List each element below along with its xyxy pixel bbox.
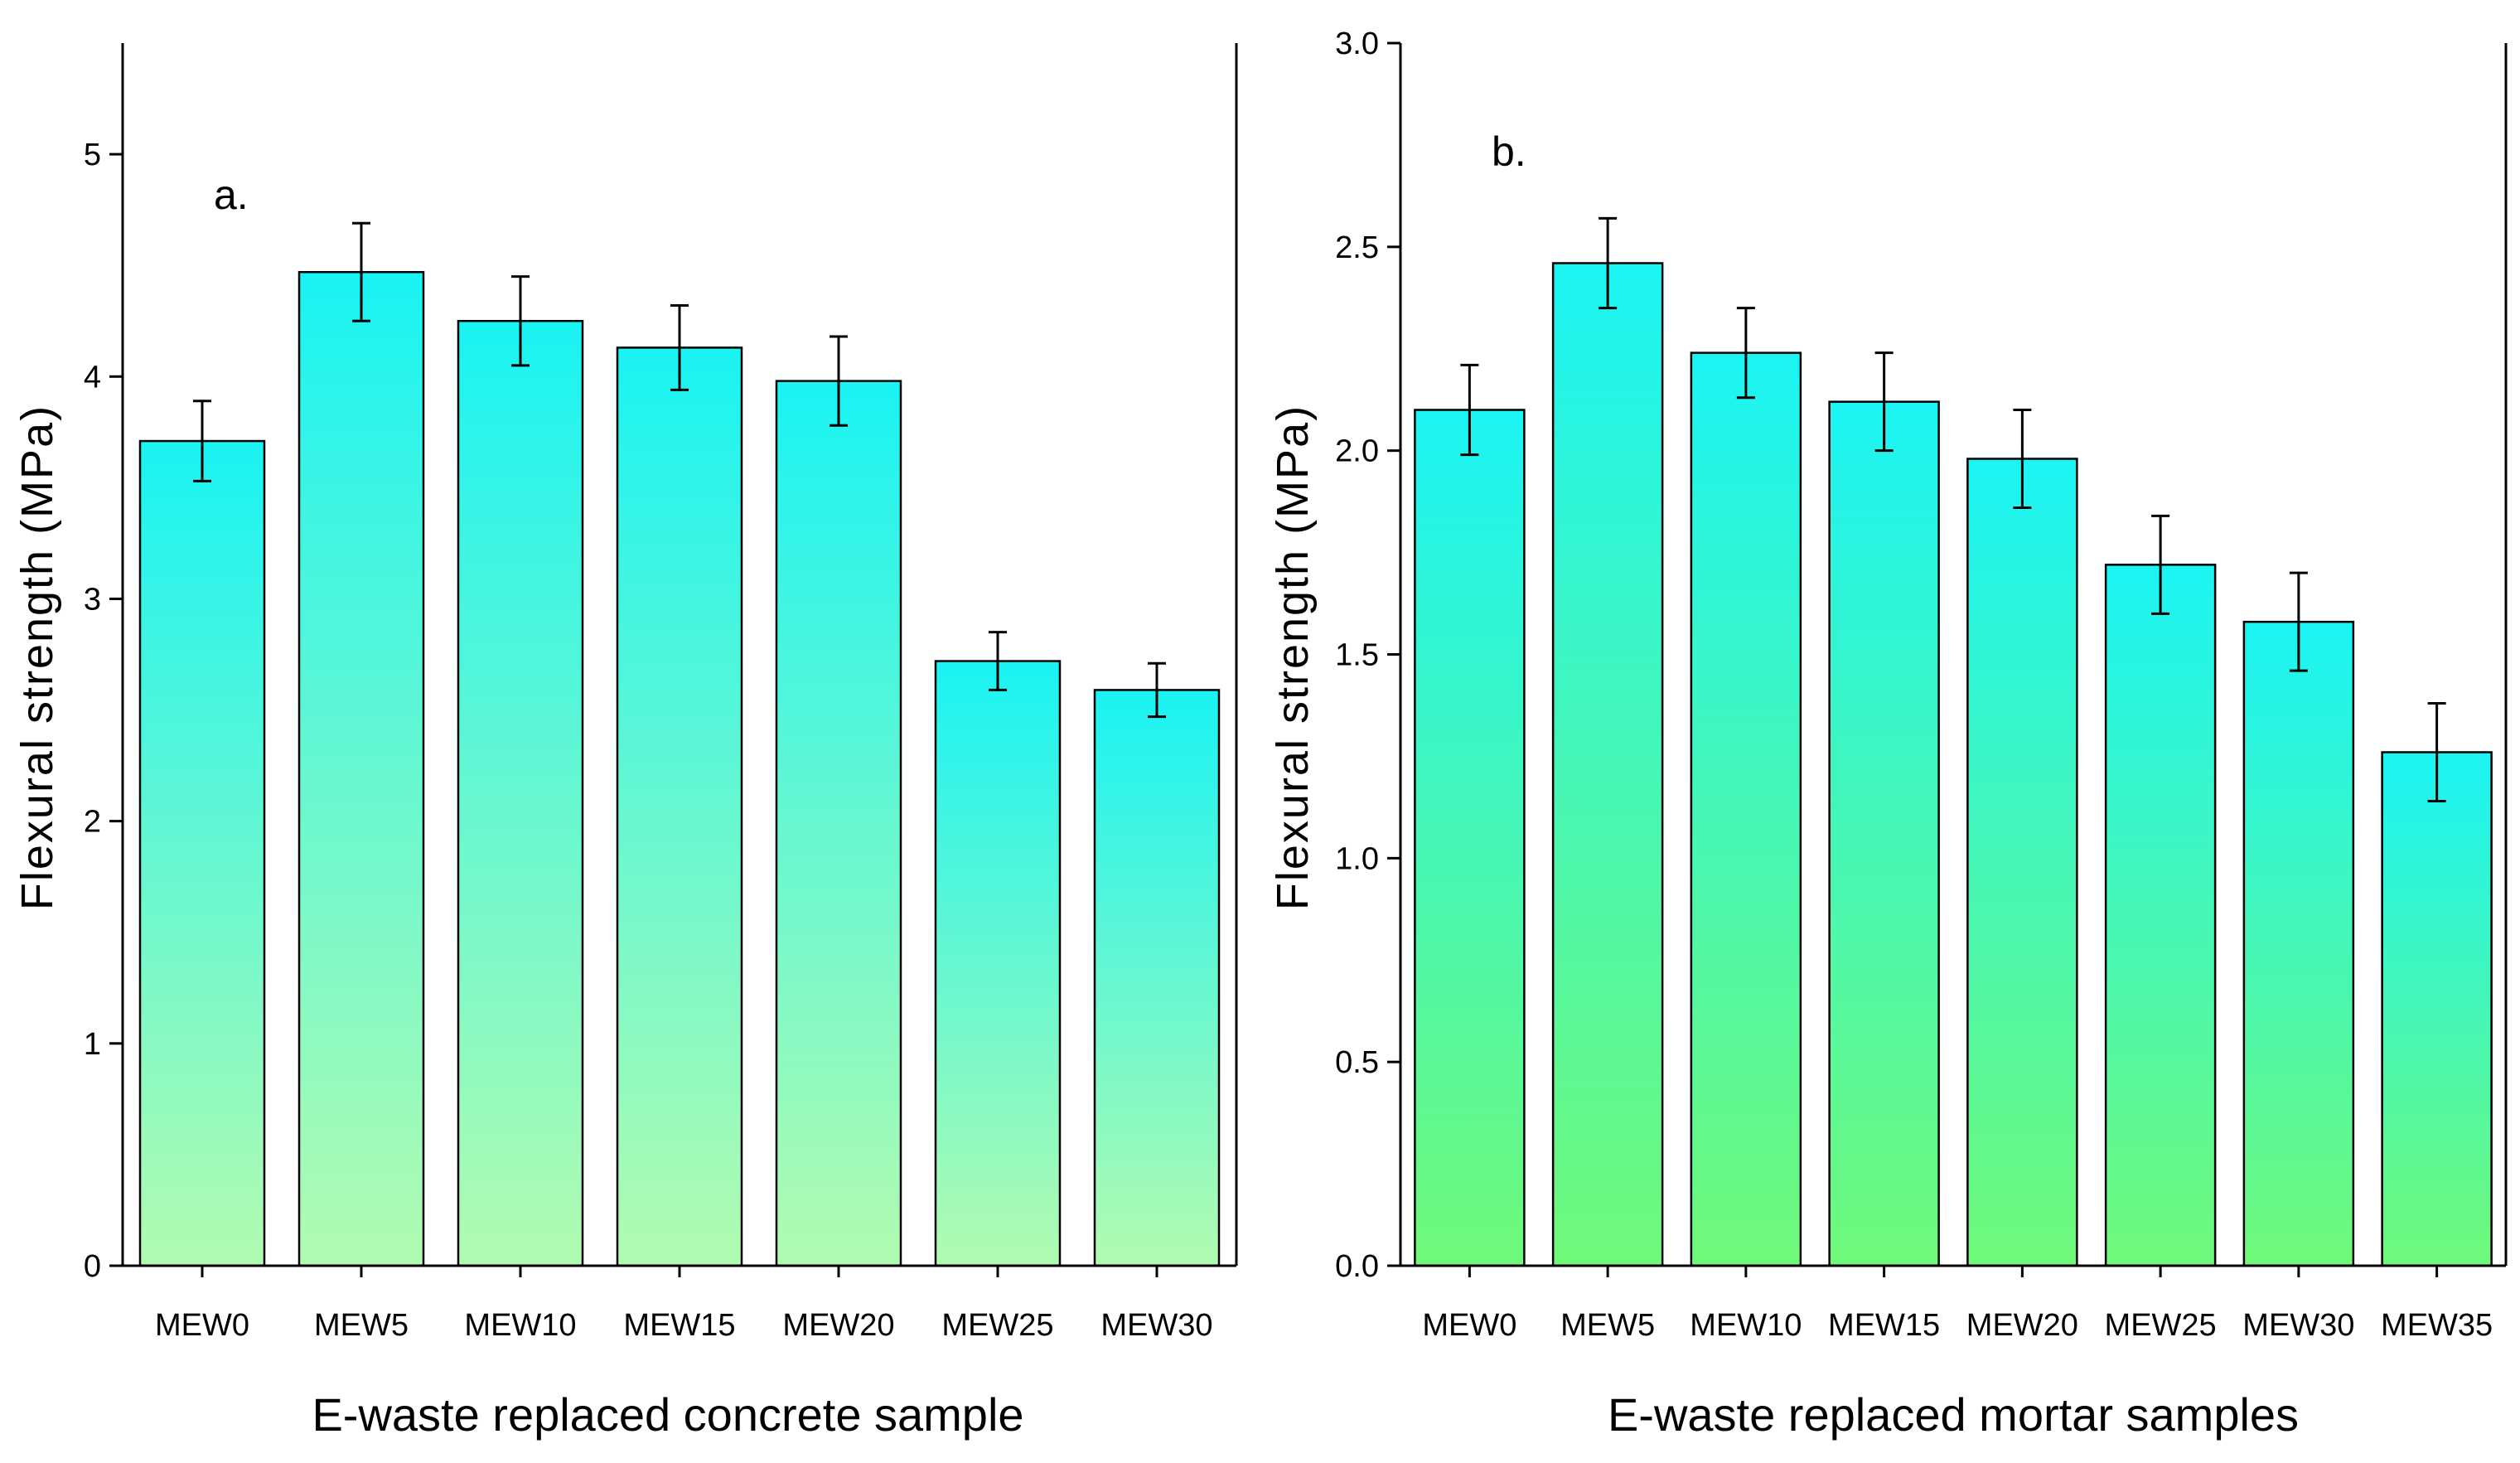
panel-b-error-bar-mew35 xyxy=(2427,702,2446,802)
chart-panel-b: 0.0 0.5 1.0 1.5 2.0 2.5 3.0 MEW0 MEW5 MEW10 MEW15… xyxy=(1268,27,2508,1441)
panel-a-error-bar-mew15 xyxy=(670,303,689,391)
panel-a-bar-mew15 xyxy=(616,346,743,1267)
panel-b-error-bar-mew20 xyxy=(2013,409,2032,509)
chart-panel-a: 0 1 2 3 4 5 MEW0 MEW5 MEW10 MEW15 MEW20 MEW25 MEW30… xyxy=(12,43,1238,1441)
panel-a-x-tick-label: MEW10 xyxy=(464,1308,576,1343)
panel-b-bar-mew0 xyxy=(1414,409,1526,1267)
panel-b-error-bar-mew10 xyxy=(1736,307,1755,400)
panel-a-error-bars xyxy=(193,221,1166,719)
panel-b-bar-mew35 xyxy=(2381,751,2493,1267)
panel-b-label: b. xyxy=(1492,128,1526,175)
panel-a-error-bar-mew20 xyxy=(830,335,848,427)
panel-b-y-tick-label: 1.0 xyxy=(1335,841,1379,876)
panel-b-y-tick-label: 2.5 xyxy=(1335,230,1379,265)
panel-b-x-tick-label: MEW20 xyxy=(1966,1308,2078,1343)
panel-a-bar-mew20 xyxy=(775,380,902,1267)
panel-a-bar-mew30 xyxy=(1093,689,1221,1267)
panel-a-x-tick-label: MEW25 xyxy=(941,1308,1053,1343)
panel-b-y-tick-label: 0.5 xyxy=(1335,1045,1379,1080)
panel-a-x-tick-label: MEW5 xyxy=(314,1308,409,1343)
panel-a-bars xyxy=(138,270,1221,1267)
panel-a-x-tick-label: MEW0 xyxy=(155,1308,249,1343)
panel-a-label: a. xyxy=(214,172,249,218)
panel-b-x-tick-label: MEW5 xyxy=(1560,1308,1655,1343)
panel-a-x-ticks: MEW0 MEW5 MEW10 MEW15 MEW20 MEW25 MEW30 xyxy=(155,1266,1213,1343)
panel-b-x-tick-label: MEW35 xyxy=(2381,1308,2493,1343)
panel-b-error-bar-mew5 xyxy=(1599,216,1618,310)
panel-a-y-tick-label: 1 xyxy=(84,1027,101,1062)
panel-a-bar-mew0 xyxy=(138,439,266,1267)
panel-b-bar-mew5 xyxy=(1551,262,1664,1267)
panel-b-bars xyxy=(1414,262,2493,1267)
panel-a-y-tick-label: 0 xyxy=(84,1249,101,1284)
panel-a-y-tick-label: 5 xyxy=(84,138,101,172)
panel-b-y-tick-label: 0.0 xyxy=(1335,1249,1379,1284)
panel-b-error-bar-mew25 xyxy=(2151,514,2170,615)
panel-a-bar-mew5 xyxy=(297,270,425,1267)
panel-a-error-bar-mew10 xyxy=(511,275,530,367)
panel-b-error-bar-mew15 xyxy=(1874,351,1894,453)
panel-a-bar-mew10 xyxy=(457,319,584,1267)
panel-b-error-bars xyxy=(1460,216,2446,802)
panel-a-y-tick-label: 4 xyxy=(84,360,101,395)
panel-a-bar-mew25 xyxy=(934,660,1062,1267)
panel-b-y-ticks: 0.0 0.5 1.0 1.5 2.0 2.5 3.0 xyxy=(1335,27,1400,1284)
panel-b-bar-mew25 xyxy=(2104,564,2217,1267)
panel-a-x-tick-label: MEW20 xyxy=(782,1308,894,1343)
panel-b-y-axis-title: Flexural strength (MPa) xyxy=(1268,405,1318,910)
panel-a-error-bar-mew0 xyxy=(193,400,211,482)
panel-b-bar-mew20 xyxy=(1966,458,2078,1267)
panel-a-x-tick-label: MEW15 xyxy=(623,1308,735,1343)
panel-a-y-tick-label: 2 xyxy=(84,805,101,840)
panel-b-x-tick-label: MEW30 xyxy=(2242,1308,2354,1343)
panel-b-bar-mew10 xyxy=(1690,351,1802,1267)
panel-b-x-tick-label: MEW0 xyxy=(1422,1308,1516,1343)
panel-b-y-tick-label: 3.0 xyxy=(1335,27,1379,61)
panel-a-y-ticks: 0 1 2 3 4 5 xyxy=(84,138,123,1284)
panel-b-bar-mew15 xyxy=(1828,400,1940,1267)
panel-b-error-bar-mew30 xyxy=(2289,571,2308,672)
panel-a-x-axis-title: E-waste replaced concrete sample xyxy=(312,1388,1023,1441)
panel-b-bar-mew30 xyxy=(2242,620,2355,1267)
panel-a-y-tick-label: 3 xyxy=(84,582,101,617)
panel-b-x-tick-label: MEW25 xyxy=(2105,1308,2217,1343)
panel-b-y-tick-label: 2.0 xyxy=(1335,434,1379,469)
panel-b-x-axis-title: E-waste replaced mortar samples xyxy=(1608,1388,2299,1441)
panel-b-error-bar-mew0 xyxy=(1460,363,1479,457)
panel-b-x-tick-label: MEW15 xyxy=(1828,1308,1940,1343)
panel-a-y-axis-title: Flexural strength (MPa) xyxy=(12,405,62,910)
panel-a-x-tick-label: MEW30 xyxy=(1100,1308,1212,1343)
panel-a-error-bar-mew5 xyxy=(352,221,370,322)
panel-b-y-tick-label: 1.5 xyxy=(1335,638,1379,673)
panel-b-x-tick-label: MEW10 xyxy=(1690,1308,1802,1343)
panel-a-error-bar-mew30 xyxy=(1148,661,1166,719)
panel-b-x-ticks: MEW0 MEW5 MEW10 MEW15 MEW20 MEW25 MEW30 MEW35 xyxy=(1422,1266,2493,1343)
panel-a-error-bar-mew25 xyxy=(989,631,1007,691)
